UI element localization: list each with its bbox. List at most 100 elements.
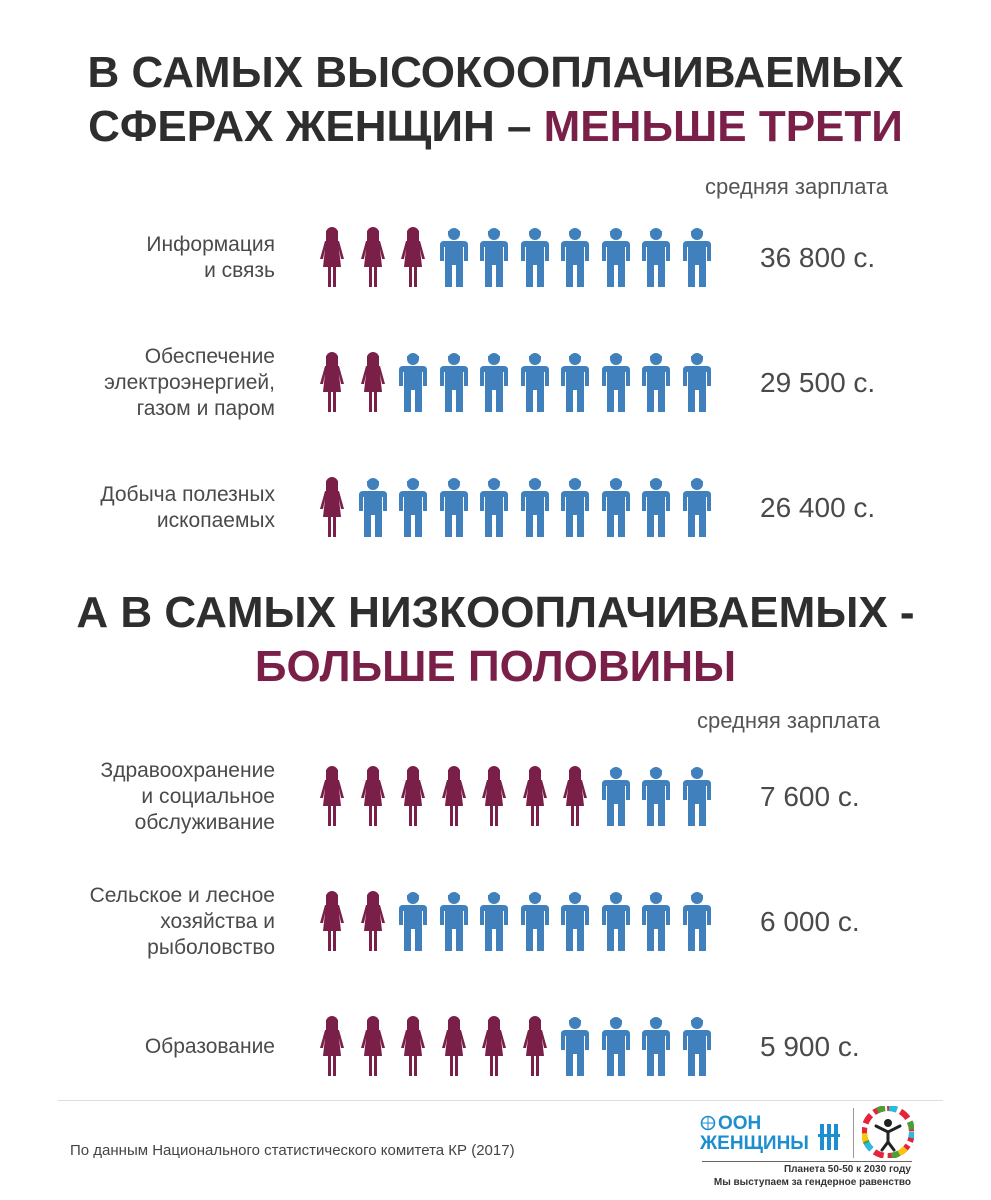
man-icon	[561, 1017, 589, 1076]
industry-row: Информация и связь 36 800 с.	[0, 213, 991, 303]
women-symbol-icon	[818, 1124, 840, 1150]
woman-icon	[360, 352, 385, 412]
section1-title: В САМЫХ ВЫСОКООПЛАЧИВАЕМЫХ СФЕРАХ ЖЕНЩИН…	[0, 46, 991, 154]
section1-title-line1: В САМЫХ ВЫСОКООПЛАЧИВАЕМЫХ	[87, 48, 904, 97]
industry-row: Обеспечение электроэнергией, газом и пар…	[0, 338, 991, 428]
section1-title-line2: СФЕРАХ ЖЕНЩИН – МЕНЬШЕ ТРЕТИ	[0, 100, 991, 154]
man-icon	[682, 228, 711, 287]
man-icon	[480, 892, 508, 951]
average-salary: 6 000 с.	[760, 906, 860, 937]
woman-icon	[522, 766, 547, 826]
woman-icon	[360, 891, 385, 951]
tagline-divider	[702, 1161, 912, 1162]
man-icon	[520, 353, 549, 412]
man-icon	[601, 892, 630, 951]
man-icon	[439, 478, 468, 537]
people-icons	[316, 891, 720, 953]
woman-icon	[401, 227, 425, 287]
un-emblem-icon	[700, 1115, 716, 1131]
average-salary: 7 600 с.	[760, 781, 860, 812]
man-icon	[480, 228, 508, 287]
woman-icon	[320, 891, 344, 951]
section1-title-plain: СФЕРАХ ЖЕНЩИН –	[88, 102, 544, 151]
man-icon	[520, 228, 549, 287]
industry-label: Здравоохранение и социальное обслуживани…	[100, 759, 275, 834]
woman-icon	[482, 1016, 506, 1076]
tagline-equality: Мы выступаем за гендерное равенство	[713, 1177, 911, 1188]
man-icon	[642, 353, 670, 412]
man-icon	[601, 767, 630, 826]
man-icon	[601, 353, 630, 412]
logo-divider	[853, 1108, 854, 1158]
section2-title-line1: А В САМЫХ НИЗКООПЛАЧИВАЕМЫХ -	[76, 588, 915, 637]
woman-icon	[401, 1016, 425, 1076]
man-icon	[439, 892, 468, 951]
woman-icon	[482, 766, 506, 826]
people-icons	[316, 766, 720, 828]
man-icon	[561, 228, 589, 287]
section1-title-accent: МЕНЬШЕ ТРЕТИ	[543, 102, 903, 151]
man-icon	[642, 1017, 670, 1076]
industry-label: Информация и связь	[146, 233, 275, 282]
industry-label: Добыча полезных ископаемых	[100, 483, 275, 532]
man-icon	[601, 228, 630, 287]
people-icons	[316, 1016, 720, 1078]
woman-icon	[441, 1016, 466, 1076]
woman-icon	[401, 766, 425, 826]
man-icon	[399, 892, 427, 951]
man-icon	[601, 1017, 630, 1076]
footer-divider	[58, 1100, 943, 1101]
logo-women-text: ЖЕНЩИНЫ	[700, 1133, 809, 1154]
woman-icon	[360, 1016, 385, 1076]
average-salary: 26 400 с.	[760, 492, 876, 523]
man-icon	[682, 892, 711, 951]
section1-avg-salary-label: средняя зарплата	[705, 174, 889, 199]
sdg-wheel-icon	[862, 1106, 914, 1158]
man-icon	[642, 228, 670, 287]
source-note: По данным Национального статистического …	[70, 1142, 515, 1159]
industry-row: Сельское и лесное хозяйства и рыболовств…	[0, 877, 991, 967]
man-icon	[399, 478, 427, 537]
people-icons	[316, 352, 720, 414]
man-icon	[561, 353, 589, 412]
man-icon	[439, 353, 468, 412]
man-icon	[520, 892, 549, 951]
woman-icon	[320, 1016, 344, 1076]
industry-label: Сельское и лесное хозяйства и рыболовств…	[89, 884, 275, 959]
man-icon	[682, 767, 711, 826]
woman-icon	[320, 227, 344, 287]
man-icon	[561, 478, 589, 537]
man-icon	[561, 892, 589, 951]
woman-icon	[360, 227, 385, 287]
man-icon	[439, 228, 468, 287]
man-icon	[358, 478, 387, 537]
section2-title: А В САМЫХ НИЗКООПЛАЧИВАЕМЫХ - БОЛЬШЕ ПОЛ…	[0, 586, 991, 694]
people-icons	[316, 477, 720, 539]
people-icons	[316, 227, 720, 289]
woman-icon	[320, 477, 344, 537]
man-icon	[642, 767, 670, 826]
industry-row: Здравоохранение и социальное обслуживани…	[0, 752, 991, 842]
woman-icon	[563, 766, 587, 826]
section2-avg-salary-label: средняя зарплата	[697, 708, 881, 733]
man-icon	[682, 1017, 711, 1076]
man-icon	[642, 478, 670, 537]
average-salary: 5 900 с.	[760, 1031, 860, 1062]
logo-un-text: ООН	[718, 1113, 762, 1134]
industry-label: Обеспечение электроэнергией, газом и пар…	[104, 345, 275, 420]
section2-title-accent: БОЛЬШЕ ПОЛОВИНЫ	[254, 642, 737, 691]
woman-icon	[441, 766, 466, 826]
man-icon	[682, 353, 711, 412]
man-icon	[520, 478, 549, 537]
un-women-logo: ООН ЖЕНЩИНЫ	[700, 1110, 850, 1158]
industry-row: Добыча полезных ископаемых 26 400 с.	[0, 463, 991, 553]
industry-row: Образование 5 900 с.	[0, 1002, 991, 1092]
man-icon	[399, 353, 427, 412]
tagline-planet: Планета 50-50 к 2030 году	[783, 1164, 911, 1175]
average-salary: 36 800 с.	[760, 242, 876, 273]
man-icon	[601, 478, 630, 537]
woman-icon	[320, 352, 344, 412]
man-icon	[642, 892, 670, 951]
man-icon	[480, 478, 508, 537]
man-icon	[480, 353, 508, 412]
